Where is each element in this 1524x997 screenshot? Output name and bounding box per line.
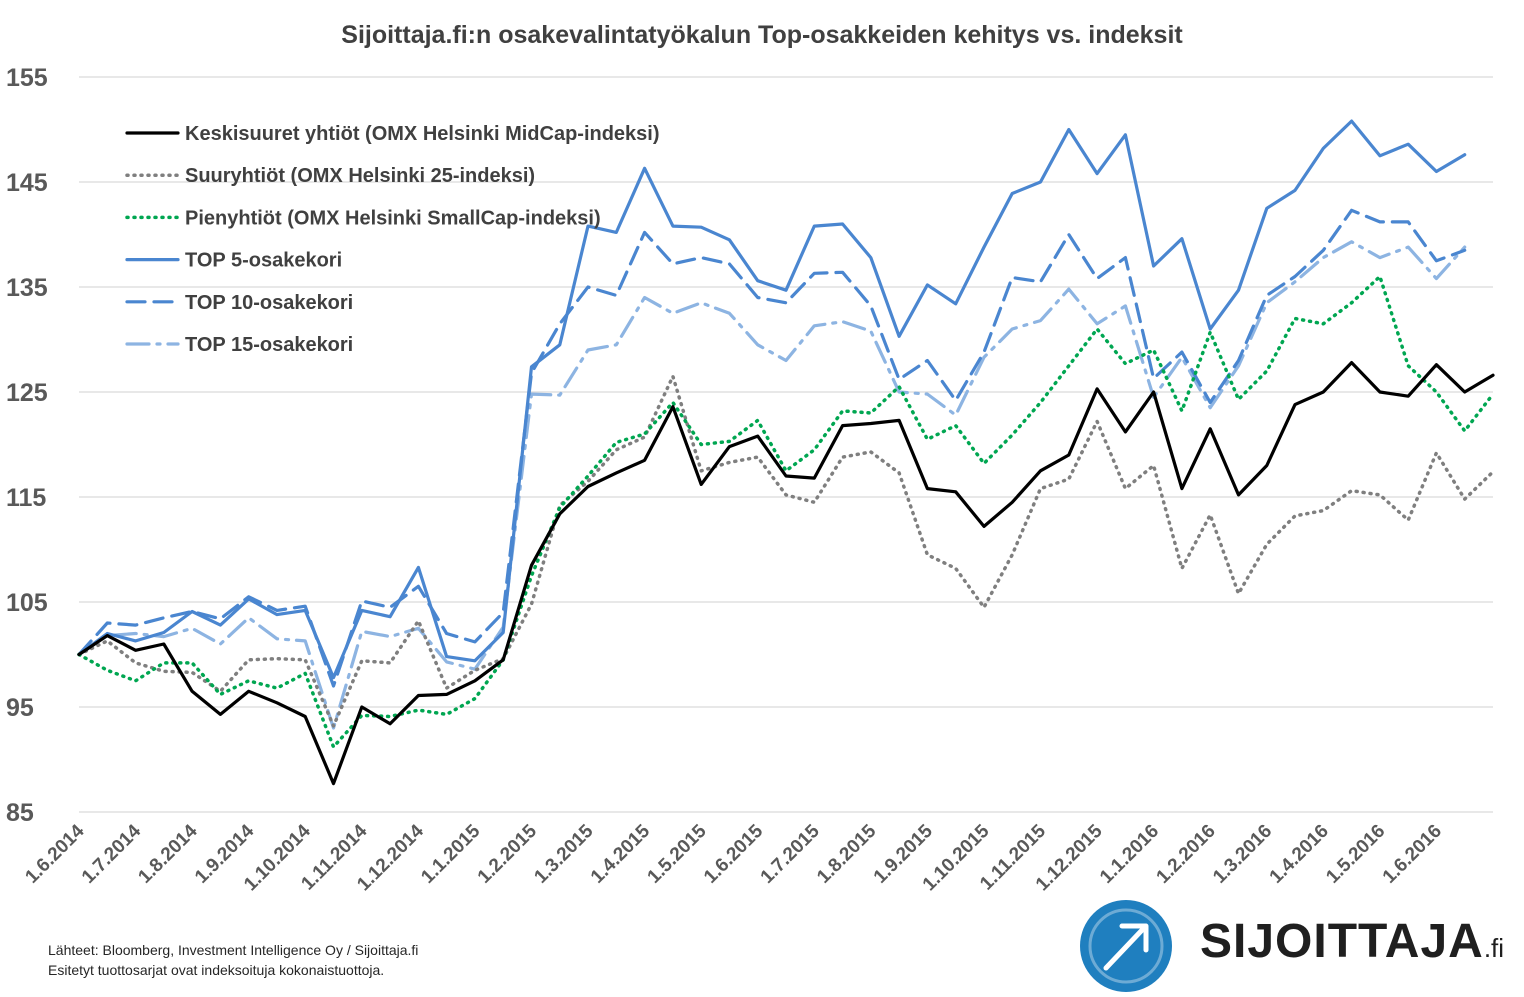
y-tick-label: 155 bbox=[6, 64, 48, 92]
y-tick-label: 105 bbox=[6, 589, 48, 617]
source-line-1: Lähteet: Bloomberg, Investment Intellige… bbox=[48, 942, 419, 958]
x-tick-label: 1.3.2016 bbox=[1209, 821, 1276, 888]
y-tick-label: 135 bbox=[6, 274, 48, 302]
series-line-2 bbox=[77, 274, 1495, 749]
x-tick-label: 1.1.2015 bbox=[417, 820, 484, 887]
y-tick-label: 85 bbox=[6, 799, 34, 827]
gridlines bbox=[79, 76, 1493, 813]
x-tick-label: 1.8.2015 bbox=[813, 820, 880, 887]
x-tick-label: 1.6.2015 bbox=[700, 820, 767, 887]
legend-label: Suuryhtiöt (OMX Helsinki 25-indeksi) bbox=[185, 165, 535, 187]
series-line-5 bbox=[77, 240, 1467, 730]
source-note: Lähteet: Bloomberg, Investment Intellige… bbox=[48, 940, 418, 980]
chart-title: Sijoittaja.fi:n osakevalintatyökalun Top… bbox=[341, 21, 1183, 49]
y-axis-ticks: 85 95 105 115 125 135 145 155 bbox=[6, 64, 48, 827]
sijoittaja-logo: SIJOITTAJA.fi bbox=[1076, 900, 1516, 992]
x-tick-label: 1.4.2016 bbox=[1266, 821, 1333, 888]
logo-word: SIJOITTAJA bbox=[1200, 915, 1484, 968]
legend-label: Keskisuuret yhtiöt (OMX Helsinki MidCap-… bbox=[185, 123, 660, 145]
legend-label: Pienyhtiöt (OMX Helsinki SmallCap-indeks… bbox=[185, 207, 601, 229]
series-line-3 bbox=[77, 119, 1467, 680]
source-line-2: Esitetyt tuottosarjat ovat indeksoituja … bbox=[48, 962, 385, 978]
x-tick-label: 1.6.2016 bbox=[1379, 821, 1446, 888]
series-line-1 bbox=[77, 374, 1495, 728]
y-tick-label: 145 bbox=[6, 169, 48, 197]
series-line-0 bbox=[77, 361, 1495, 786]
x-tick-label: 1.1.2016 bbox=[1096, 821, 1163, 888]
x-tick-label: 1.2.2015 bbox=[474, 820, 541, 887]
y-tick-label: 95 bbox=[6, 694, 34, 722]
series-line-4 bbox=[77, 208, 1467, 688]
legend-label: TOP 5-osakekori bbox=[185, 250, 342, 272]
x-tick-label: 1.2.2016 bbox=[1153, 821, 1220, 888]
x-axis-ticks: 1.6.20141.7.20141.8.20141.9.20141.10.201… bbox=[21, 820, 1446, 895]
x-tick-label: 1.5.2015 bbox=[644, 820, 711, 887]
legend: Keskisuuret yhtiöt (OMX Helsinki MidCap-… bbox=[125, 123, 660, 356]
logo-wordmark: SIJOITTAJA.fi bbox=[1200, 914, 1504, 969]
arrow-up-right-icon bbox=[1080, 900, 1172, 992]
y-tick-label: 115 bbox=[6, 484, 46, 512]
x-tick-label: 1.4.2015 bbox=[587, 820, 654, 887]
x-tick-label: 1.6.2014 bbox=[21, 820, 88, 887]
legend-label: TOP 10-osakekori bbox=[185, 292, 353, 314]
x-tick-label: 1.7.2015 bbox=[757, 820, 824, 887]
x-tick-label: 1.3.2015 bbox=[530, 820, 597, 887]
x-tick-label: 1.8.2014 bbox=[135, 820, 202, 887]
x-tick-label: 1.5.2016 bbox=[1322, 821, 1389, 888]
x-tick-label: 1.7.2014 bbox=[78, 820, 145, 887]
legend-label: TOP 15-osakekori bbox=[185, 334, 353, 356]
series-lines bbox=[77, 119, 1495, 786]
logo-suffix: .fi bbox=[1483, 933, 1505, 963]
y-tick-label: 125 bbox=[6, 379, 48, 407]
